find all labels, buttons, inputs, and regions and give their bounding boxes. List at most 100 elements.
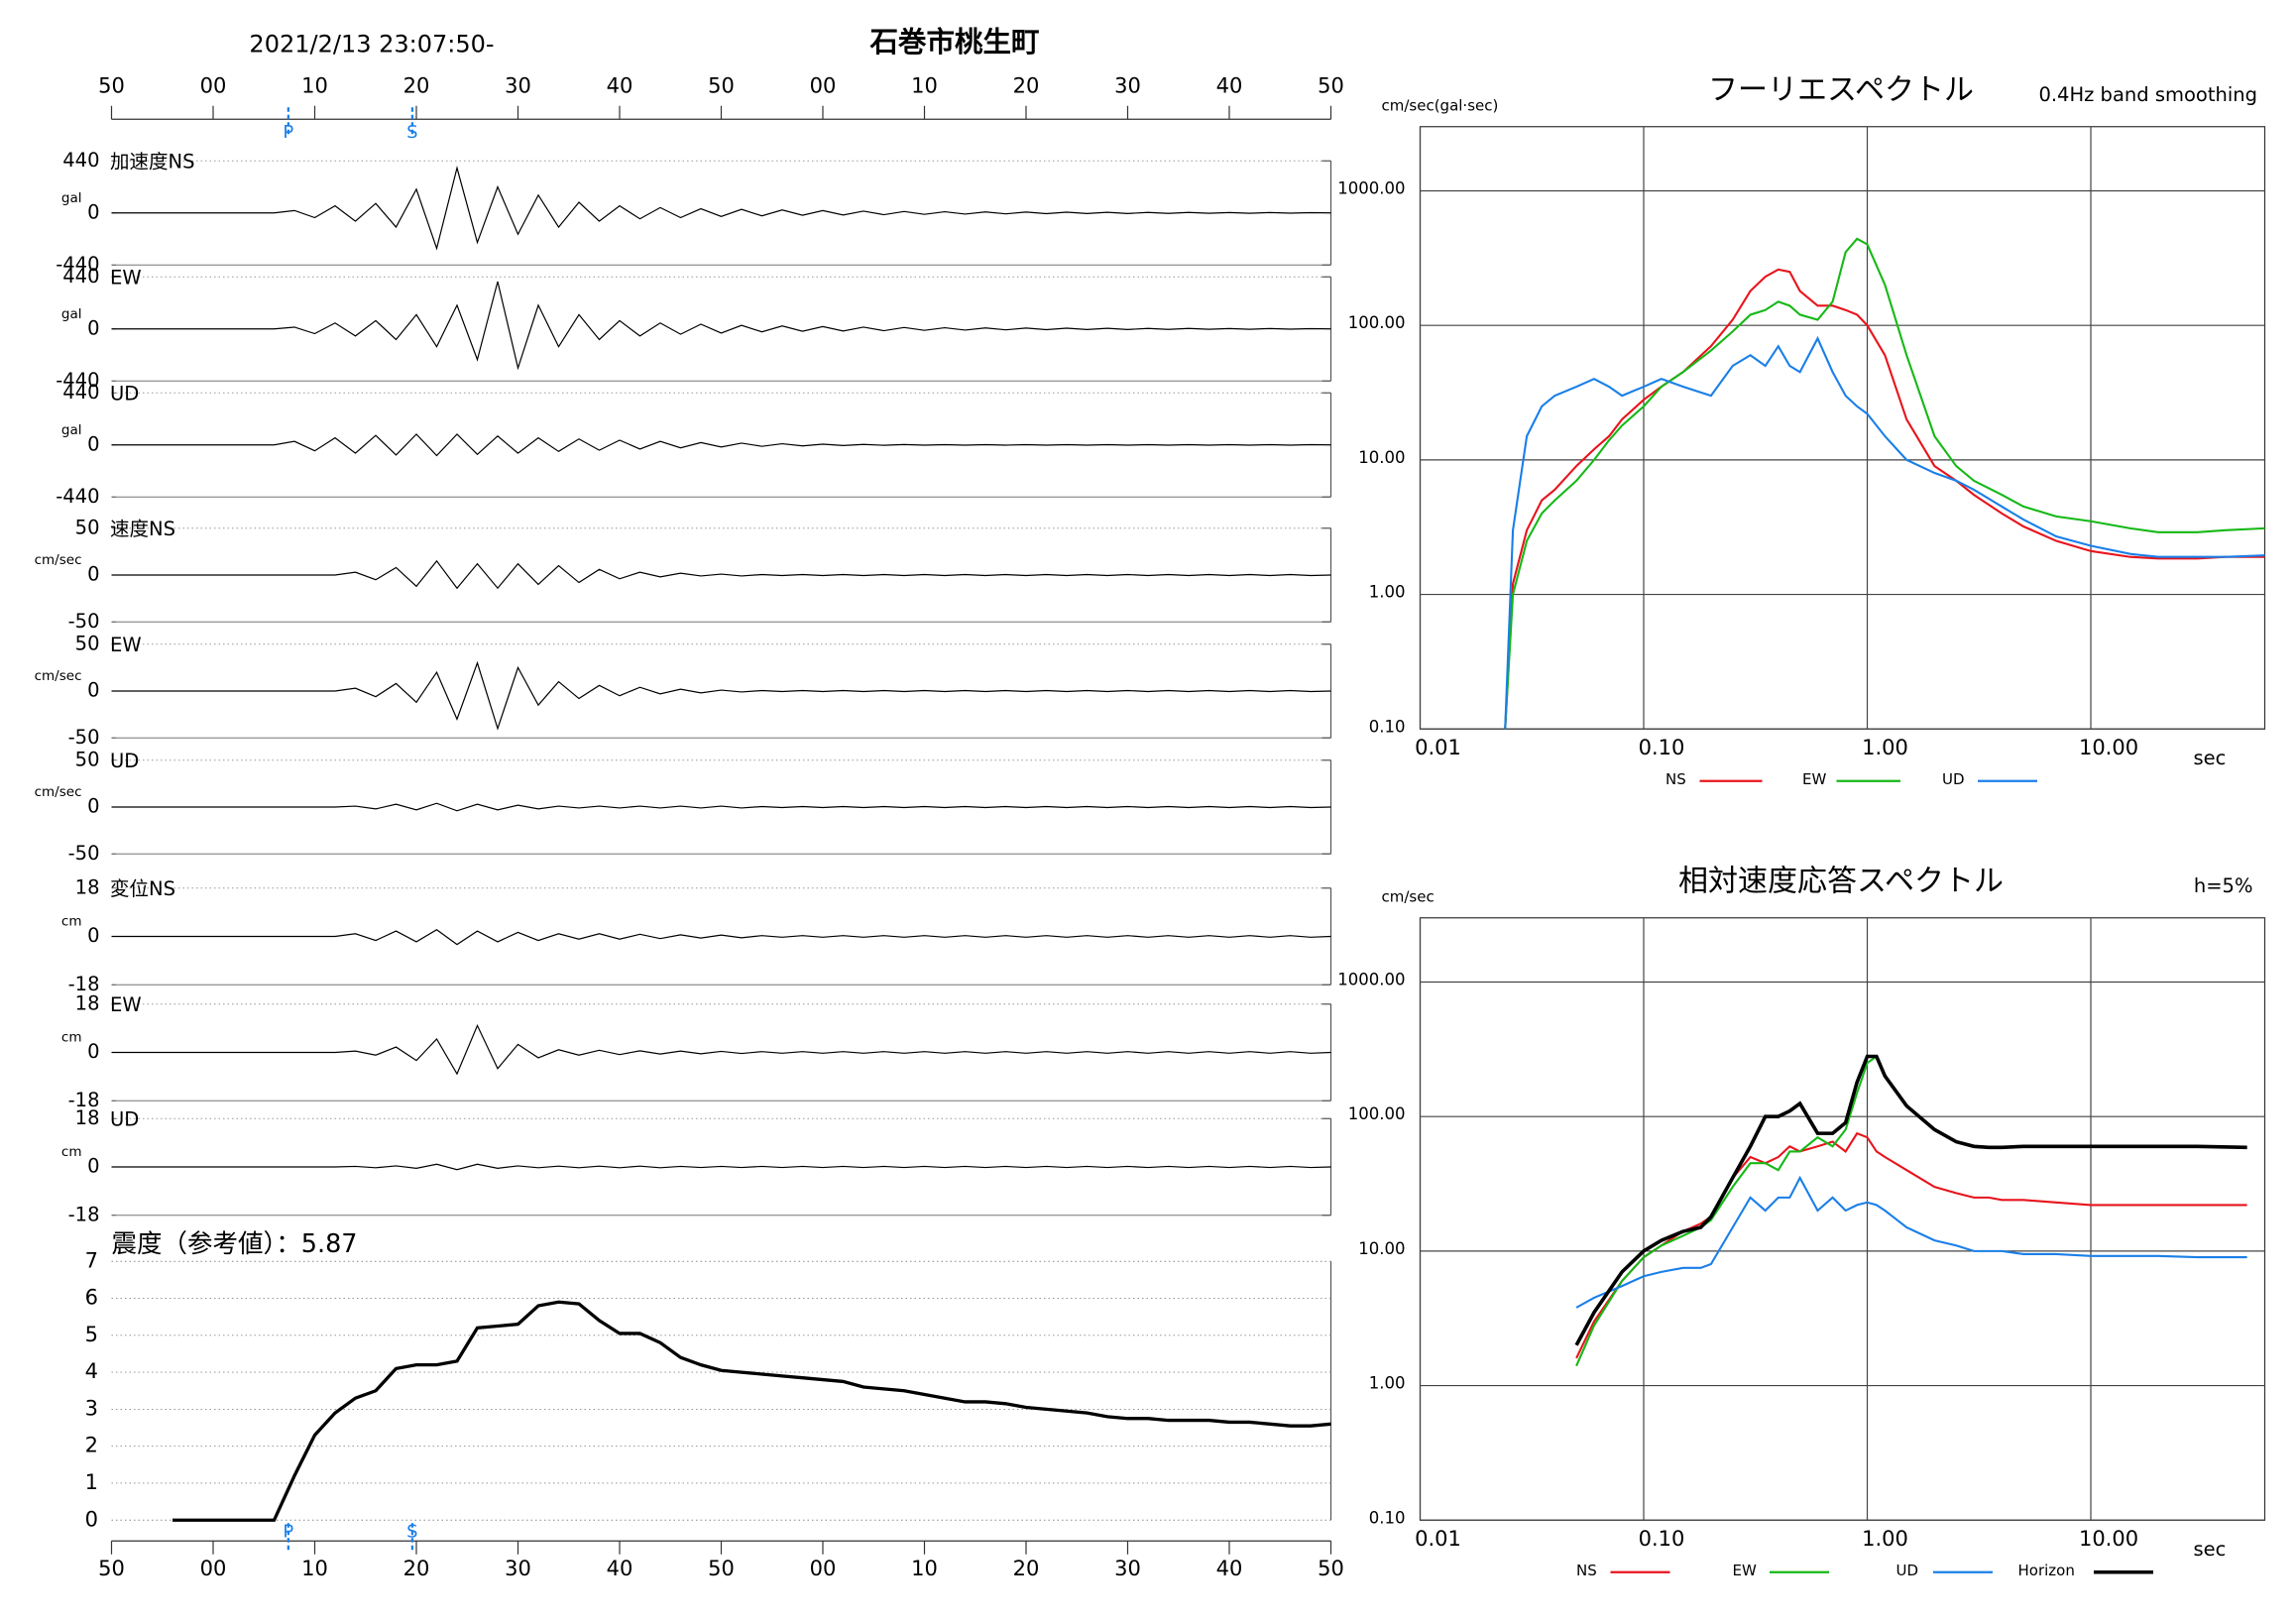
waveform — [111, 1163, 1331, 1171]
y-tick-label: -50 — [68, 842, 100, 865]
chart-title: 震度（参考値）：5.87 — [112, 1229, 358, 1259]
x-tick-label: 40 — [1216, 73, 1243, 97]
x-tick-label: 00 — [200, 1557, 227, 1580]
y-tick-label: 0 — [87, 1155, 99, 1178]
y-tick-label: 4 — [85, 1359, 98, 1383]
y-tick-label: 0 — [87, 1040, 99, 1063]
x-tick-label: 1.00 — [1862, 1527, 1908, 1551]
y-tick-label: 100.00 — [1348, 1104, 1406, 1123]
y-tick-label: 18 — [75, 991, 100, 1014]
y-tick-label: 6 — [85, 1286, 98, 1310]
y-tick-label: 18 — [75, 875, 100, 898]
y-tick-label: 7 — [85, 1248, 98, 1272]
waveform — [111, 1023, 1331, 1076]
y-tick-label: 50 — [75, 516, 100, 538]
y-tick-label: 0 — [87, 924, 99, 947]
x-tick-label: 10 — [911, 1557, 938, 1580]
y-tick-label: 3 — [85, 1396, 98, 1420]
unit-label: gal — [61, 190, 82, 206]
y-tick-label: 1 — [85, 1470, 98, 1494]
unit-label: cm — [61, 1030, 82, 1046]
y-tick-label: 18 — [75, 1106, 100, 1129]
x-tick-label: 30 — [505, 1557, 531, 1580]
waveform — [111, 802, 1331, 812]
x-tick-label: 20 — [1013, 1557, 1040, 1580]
series-name: EW — [110, 266, 142, 289]
y-tick-label: -18 — [68, 973, 100, 995]
station-title: 石巻市桃生町 — [868, 26, 1039, 58]
y-tick-label: -50 — [68, 726, 100, 749]
unit-label: cm/sec — [35, 552, 82, 568]
series-name: EW — [110, 634, 142, 656]
x-tick-label: 1.00 — [1862, 736, 1908, 759]
chart-subtitle: h=5% — [2194, 874, 2253, 897]
y-tick-label: 0 — [87, 795, 99, 818]
x-axis-label: sec — [2194, 747, 2227, 769]
phase-label: S — [406, 122, 417, 143]
unit-label: gal — [61, 422, 82, 438]
spectrum-line — [1575, 1054, 2247, 1367]
legend-label: EW — [1802, 770, 1826, 788]
x-tick-label: 40 — [607, 73, 633, 97]
y-tick-label: 440 — [62, 265, 99, 288]
series-name: UD — [110, 382, 139, 405]
y-tick-label: -18 — [68, 1089, 100, 1111]
x-tick-label: 30 — [1114, 1557, 1141, 1580]
chart-title: 相対速度応答スペクトル — [1678, 864, 2004, 898]
x-tick-label: 50 — [708, 1557, 735, 1580]
phase-label: P — [283, 1521, 293, 1542]
unit-label: cm — [61, 1144, 82, 1160]
spectrum-line — [1575, 1131, 2247, 1359]
waveform — [111, 281, 1331, 371]
legend-label: UD — [1896, 1562, 1919, 1579]
waveform — [111, 559, 1331, 590]
x-tick-label: 10 — [911, 73, 938, 97]
unit-label: cm/sec — [35, 784, 82, 800]
x-tick-label: 10 — [301, 73, 328, 97]
spectrum-line — [1504, 268, 2265, 730]
x-tick-label: 20 — [1013, 73, 1040, 97]
spectrum-line — [1504, 335, 2265, 730]
spectrum-line — [1574, 1054, 2247, 1346]
waveform — [111, 433, 1331, 457]
y-tick-label: 0.10 — [1369, 717, 1406, 736]
legend-label: NS — [1665, 770, 1686, 788]
waveform — [111, 929, 1331, 946]
y-tick-label: 0 — [87, 432, 99, 455]
waveform — [111, 166, 1331, 251]
x-tick-label: 50 — [708, 73, 735, 97]
series-name: 加速度NS — [110, 150, 194, 173]
unit-label: cm/sec — [35, 668, 82, 684]
x-tick-label: 10 — [301, 1557, 328, 1580]
phase-label: S — [406, 1521, 417, 1542]
series-name: EW — [110, 993, 142, 1016]
y-tick-label: 0 — [85, 1507, 98, 1531]
legend-label: UD — [1942, 770, 1965, 788]
phase-label: P — [283, 122, 293, 143]
y-tick-label: 0.10 — [1369, 1508, 1406, 1527]
plot-area — [1419, 126, 2266, 730]
y-tick-label: 50 — [75, 748, 100, 770]
datetime: 2021/2/13 23:07:50- — [249, 30, 494, 58]
x-axis-label: sec — [2194, 1538, 2227, 1561]
plot-area — [1419, 917, 2266, 1521]
y-tick-label: 1.00 — [1369, 583, 1406, 602]
y-tick-label: 0 — [87, 563, 99, 586]
y-tick-label: 5 — [85, 1323, 98, 1346]
y-tick-label: -440 — [56, 369, 99, 392]
x-tick-label: 0.10 — [1639, 736, 1685, 759]
y-tick-label: 0 — [87, 679, 99, 702]
unit-label: gal — [61, 306, 82, 322]
y-tick-label: 1000.00 — [1337, 178, 1405, 197]
legend-label: Horizon — [2018, 1562, 2075, 1579]
x-tick-label: 0.10 — [1639, 1527, 1685, 1551]
x-tick-label: 50 — [1318, 1557, 1344, 1580]
y-axis-label: cm/sec — [1382, 887, 1435, 905]
x-tick-label: 10.00 — [2079, 1527, 2138, 1551]
x-tick-label: 40 — [607, 1557, 633, 1580]
x-tick-label: 00 — [810, 1557, 837, 1580]
waveform — [111, 660, 1331, 731]
x-tick-label: 50 — [1318, 73, 1344, 97]
